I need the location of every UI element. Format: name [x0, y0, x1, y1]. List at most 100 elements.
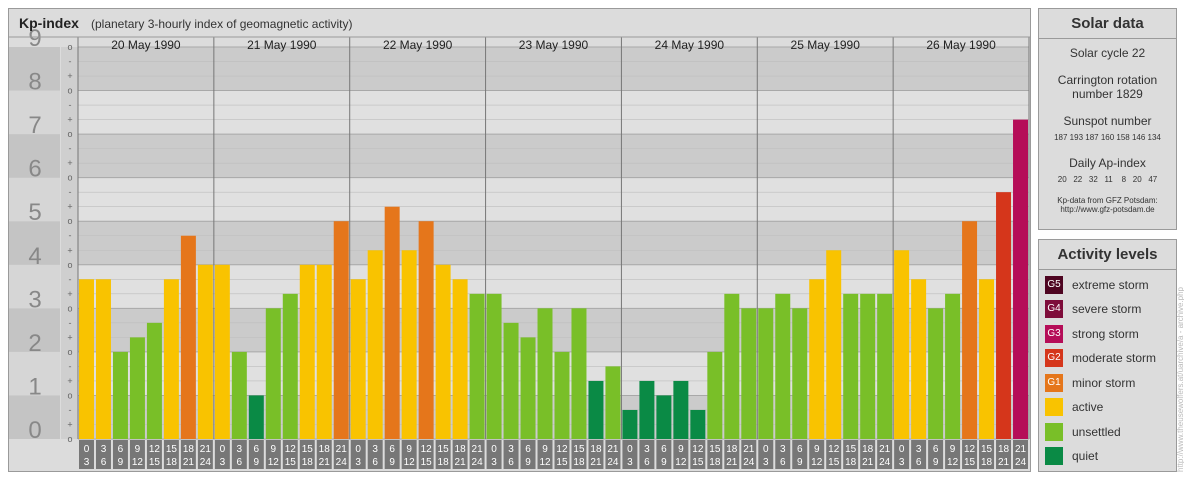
hour-end-label: 9: [254, 457, 260, 468]
y-tick-label: 3: [28, 286, 41, 313]
legend-swatch-g4: G4: [1045, 300, 1063, 318]
legend-swatch-quiet: [1045, 447, 1063, 465]
row-band: [78, 177, 1029, 222]
sunspot-values: 187 193 187 160 158 146 134: [1054, 133, 1161, 142]
hour-cell: [979, 440, 995, 469]
hour-end-label: 6: [916, 457, 922, 468]
legend-swatch-g1: G1: [1045, 374, 1063, 392]
hour-end-label: 18: [438, 457, 450, 468]
hour-start-label: 15: [709, 444, 721, 455]
hour-end-label: 24: [472, 457, 484, 468]
hour-start-label: 21: [607, 444, 619, 455]
kp-bar: [792, 308, 808, 439]
hour-cell: [911, 440, 927, 469]
hour-end-label: 6: [101, 457, 107, 468]
hour-cell: [877, 440, 893, 469]
hour-cell: [231, 440, 247, 469]
hour-cell: [605, 440, 621, 469]
hour-end-label: 6: [780, 457, 786, 468]
kp-bar: [945, 293, 961, 439]
minor-tick-label: -: [69, 100, 72, 110]
row-band: [78, 134, 1029, 178]
activity-levels-title: Activity levels: [1039, 240, 1176, 270]
hour-end-label: 12: [811, 457, 823, 468]
hour-end-label: 9: [797, 457, 803, 468]
kp-bar: [673, 380, 689, 439]
hour-start-label: 6: [254, 444, 260, 455]
hour-end-label: 18: [573, 457, 585, 468]
kp-bar: [639, 380, 655, 439]
kp-bar: [197, 264, 213, 439]
legend-swatch-active: [1045, 398, 1063, 416]
kp-bar: [911, 279, 927, 439]
hour-start-label: 18: [998, 444, 1010, 455]
solar-data-title: Solar data: [1039, 9, 1176, 39]
legend-item-quiet: quiet: [1045, 445, 1175, 467]
hour-start-label: 12: [556, 444, 568, 455]
kp-bar: [554, 351, 570, 439]
hour-start-label: 0: [899, 444, 905, 455]
kp-bar: [316, 264, 332, 439]
kp-bar: [503, 322, 519, 439]
kp-bar: [367, 250, 383, 439]
minor-tick-label: +: [67, 289, 72, 299]
day-label: 24 May 1990: [655, 38, 725, 52]
hour-cell: [945, 440, 961, 469]
hour-start-label: 12: [149, 444, 161, 455]
hour-start-label: 9: [542, 444, 548, 455]
y-tick-label: 7: [28, 112, 41, 139]
hour-cell: [503, 440, 519, 469]
hour-end-label: 3: [763, 457, 769, 468]
hour-cell: [316, 440, 332, 469]
hour-end-label: 24: [743, 457, 755, 468]
ap-values: 20 22 32 11 8 20 47: [1057, 175, 1158, 184]
hour-end-label: 9: [118, 457, 124, 468]
hour-cell: [724, 440, 740, 469]
hour-start-label: 9: [814, 444, 820, 455]
hour-start-label: 6: [661, 444, 667, 455]
y-axis-row-band: [9, 134, 60, 178]
kp-bar: [79, 279, 94, 439]
legend-item-g2: G2 moderate storm: [1045, 347, 1175, 369]
minor-tick-label: o: [67, 129, 72, 139]
hour-cell: [673, 440, 689, 469]
legend-item-unsettled: unsettled: [1045, 421, 1175, 443]
hour-cell: [469, 440, 485, 469]
hour-start-label: 18: [726, 444, 738, 455]
hour-end-label: 3: [491, 457, 497, 468]
hour-start-label: 9: [135, 444, 141, 455]
y-tick-label: 1: [28, 373, 41, 400]
hour-end-label: 24: [336, 457, 348, 468]
minor-tick-label: o: [67, 260, 72, 270]
y-axis-row-band: [9, 264, 60, 309]
hour-cell: [741, 440, 757, 469]
legend-label-g2: moderate storm: [1072, 351, 1157, 365]
hour-cell: [639, 440, 655, 469]
minor-tick-label: +: [67, 71, 72, 81]
ap-label: Daily Ap-index: [1069, 156, 1146, 170]
hour-start-label: 0: [491, 444, 497, 455]
hour-cell: [656, 440, 672, 469]
kp-bar: [656, 395, 672, 439]
kp-bar: [809, 279, 825, 439]
minor-tick-label: +: [67, 332, 72, 342]
row-band: [78, 221, 1029, 265]
hour-start-label: 21: [472, 444, 484, 455]
minor-tick-label: -: [69, 57, 72, 67]
hour-end-label: 6: [372, 457, 378, 468]
hour-start-label: 0: [627, 444, 633, 455]
hour-cell: [962, 440, 978, 469]
hour-cell: [248, 440, 264, 469]
minor-tick-label: +: [67, 376, 72, 386]
hour-end-label: 12: [404, 457, 416, 468]
hour-cell: [214, 440, 230, 469]
kp-bar: [707, 351, 723, 439]
minor-tick-label: -: [69, 274, 72, 284]
hour-cell: [928, 440, 944, 469]
kp-bar: [129, 337, 145, 439]
hour-end-label: 9: [525, 457, 531, 468]
hour-end-label: 12: [675, 457, 687, 468]
minor-tick-label: o: [67, 347, 72, 357]
hour-cell: [452, 440, 468, 469]
